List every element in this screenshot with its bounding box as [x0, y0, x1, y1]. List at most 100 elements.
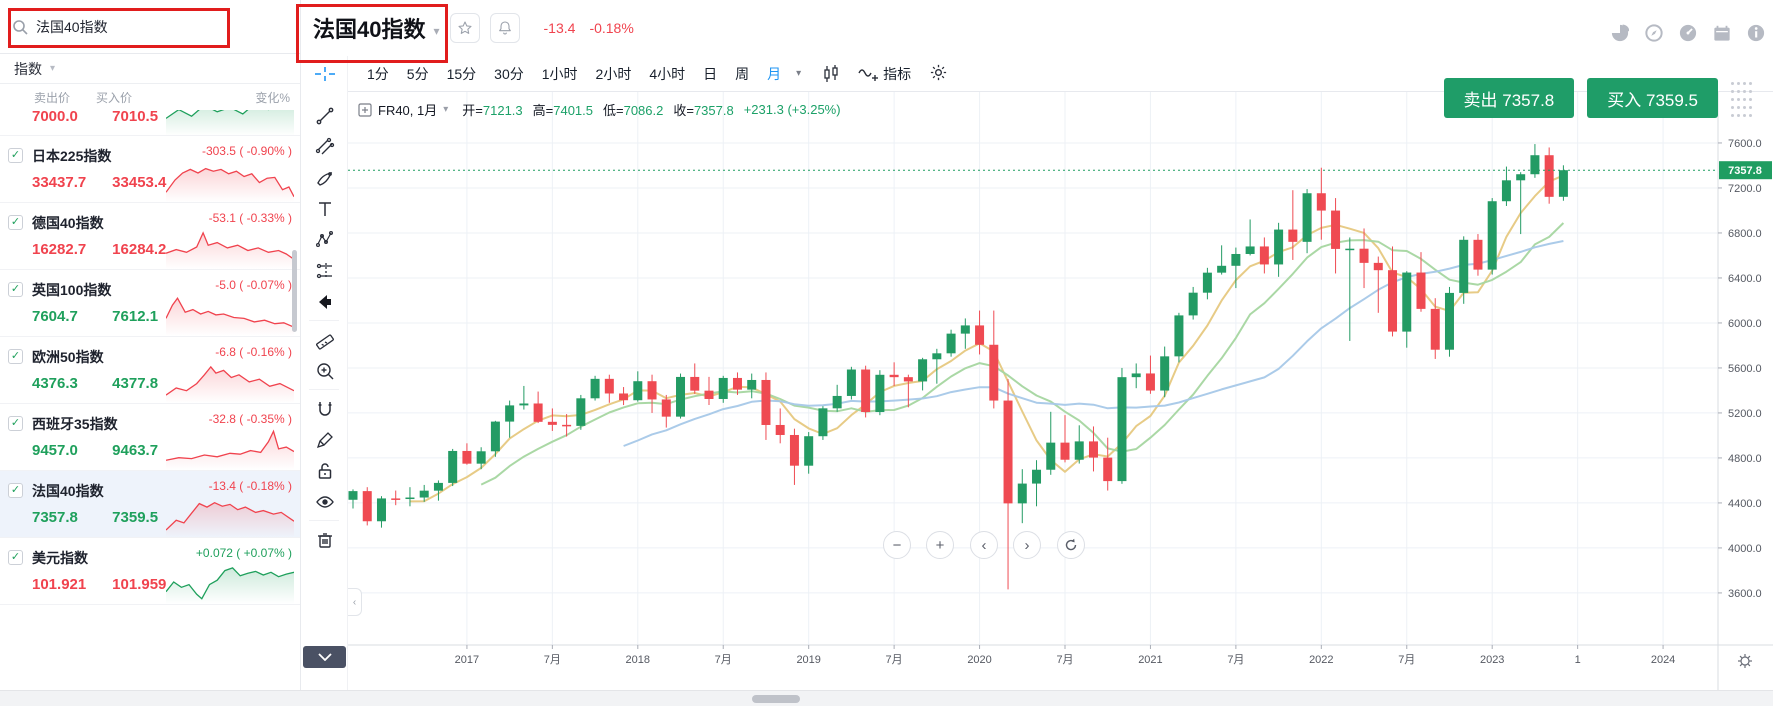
info-icon[interactable]: [1747, 24, 1765, 42]
sell-price[interactable]: 4376.3: [32, 375, 78, 392]
col-change: 变化%: [255, 90, 290, 105]
chevron-down-icon[interactable]: ▾: [443, 104, 449, 115]
lock-tool[interactable]: [301, 455, 348, 486]
svg-text:2022: 2022: [1309, 654, 1333, 666]
checkbox-checked[interactable]: ✓: [8, 148, 23, 163]
page-title: 法国40指数: [313, 17, 426, 42]
symbol-interval[interactable]: FR40, 1月: [378, 103, 438, 118]
scrollbar-thumb[interactable]: [752, 695, 800, 703]
sidebar-collapse-tab[interactable]: ‹: [348, 588, 362, 616]
candlestick-chart[interactable]: 7600.0 7200.0 6800.0 6400.0 6000.0 5600.0 5200…: [348, 92, 1773, 706]
sell-price[interactable]: 7357.8: [32, 509, 78, 526]
chevron-down-icon[interactable]: ▾: [796, 68, 802, 79]
alert-button[interactable]: [489, 13, 520, 43]
buy-price[interactable]: 9463.7: [112, 442, 159, 459]
checkbox-checked[interactable]: ✓: [8, 349, 23, 364]
sell-price[interactable]: 16282.7: [32, 241, 87, 258]
market-list-item[interactable]: ✓ 英国100指数 -5.0 ( -0.07% ) 7604.7 7612.1: [0, 270, 300, 337]
category-dropdown[interactable]: 指数 ▾: [0, 54, 300, 84]
favorite-button[interactable]: [449, 13, 480, 43]
search-input[interactable]: [36, 18, 236, 35]
reset-icon: [1065, 538, 1077, 551]
scroll-right-button[interactable]: ›: [1013, 531, 1041, 559]
sell-price[interactable]: 7604.7: [32, 308, 78, 325]
buy-price[interactable]: 7612.1: [112, 308, 159, 325]
market-list-item[interactable]: ✓ 日本225指数 -303.5 ( -0.90% ) 33437.7 3345…: [0, 136, 300, 203]
sell-price[interactable]: 9457.0: [32, 442, 78, 459]
timeframe-7[interactable]: 日: [703, 65, 718, 82]
timeframe-5[interactable]: 2小时: [595, 65, 632, 82]
buy-price[interactable]: 33453.4: [112, 174, 167, 191]
high-label: 高=: [532, 103, 554, 118]
checkbox-checked[interactable]: ✓: [8, 483, 23, 498]
market-list-item[interactable]: ✓ 7000.0 7010.5: [0, 110, 300, 135]
checkbox-checked[interactable]: ✓: [8, 550, 23, 565]
draw-lock-tool[interactable]: [301, 424, 348, 455]
checkbox-checked[interactable]: ✓: [8, 282, 23, 297]
market-list-item[interactable]: ✓ 西班牙35指数 -32.8 ( -0.35% ) 9457.0 9463.7: [0, 404, 300, 471]
timeframe-6[interactable]: 4小时: [649, 65, 686, 82]
low-value: 7086.2: [623, 103, 664, 118]
zoom-out-button[interactable]: −: [883, 531, 911, 559]
timeframe-9[interactable]: 月: [767, 65, 782, 82]
svg-text:2017: 2017: [455, 654, 479, 666]
buy-price[interactable]: 101.959: [112, 576, 167, 593]
magnet-tool[interactable]: [301, 393, 348, 424]
ruler-tool[interactable]: [301, 324, 348, 355]
calendar-icon[interactable]: [1713, 24, 1731, 42]
crosshair-tool[interactable]: [301, 56, 348, 92]
forecast-tool[interactable]: [301, 255, 348, 286]
zoom-in-button[interactable]: +: [926, 531, 954, 559]
header-change-pct: -0.18%: [589, 20, 634, 36]
buy-button[interactable]: 买入 7359.5: [1587, 78, 1718, 118]
sell-price[interactable]: 101.921: [32, 576, 87, 593]
compass-icon[interactable]: [1645, 24, 1663, 42]
brush-tool[interactable]: [301, 162, 348, 193]
channel-tool[interactable]: [301, 131, 348, 162]
sell-price[interactable]: 7000.0: [32, 110, 78, 125]
open-label: 开=: [462, 103, 483, 118]
chart-settings-button[interactable]: [929, 63, 948, 85]
zoom-in-tool[interactable]: [301, 355, 348, 386]
indicators-button[interactable]: 指标: [857, 64, 911, 84]
timeframe-3[interactable]: 30分: [494, 65, 524, 82]
xabcd-pattern-tool[interactable]: [301, 224, 348, 255]
pie-chart-icon[interactable]: [1611, 24, 1629, 42]
grid-plus-icon[interactable]: [358, 102, 372, 117]
reset-chart-button[interactable]: [1057, 531, 1085, 559]
scroll-left-button[interactable]: ‹: [970, 531, 998, 559]
svg-text:7月: 7月: [544, 654, 561, 666]
checkbox-checked[interactable]: ✓: [8, 416, 23, 431]
buy-price[interactable]: 4377.8: [112, 375, 159, 392]
market-list-item[interactable]: ✓ 法国40指数 -13.4 ( -0.18% ) 7357.8 7359.5: [0, 471, 300, 538]
market-list-item[interactable]: ✓ 德国40指数 -53.1 ( -0.33% ) 16282.7 16284.…: [0, 203, 300, 270]
sidebar-scrollbar[interactable]: [292, 250, 297, 332]
eye-tool[interactable]: [301, 486, 348, 517]
market-list-item[interactable]: ✓ 欧洲50指数 -6.8 ( -0.16% ) 4376.3 4377.8: [0, 337, 300, 404]
chevron-down-icon[interactable]: ▾: [433, 24, 440, 38]
sell-button[interactable]: 卖出 7357.8: [1443, 78, 1575, 118]
change-value: -6.8 ( -0.16% ): [215, 345, 292, 359]
sell-price[interactable]: 33437.7: [32, 174, 87, 191]
change-value: -53.1 ( -0.33% ): [208, 211, 292, 225]
trash-tool[interactable]: [301, 524, 348, 555]
market-list-item[interactable]: ✓ 美元指数 +0.072 ( +0.07% ) 101.921 101.959: [0, 538, 300, 605]
drag-handle[interactable]: [1731, 78, 1755, 122]
buy-price[interactable]: 7359.5: [112, 509, 159, 526]
trend-line-tool[interactable]: [301, 100, 348, 131]
text-tool[interactable]: [301, 193, 348, 224]
checkbox-checked[interactable]: ✓: [8, 215, 23, 230]
timeframe-2[interactable]: 15分: [446, 65, 477, 82]
chart-pane[interactable]: 7600.0 7200.0 6800.0 6400.0 6000.0 5600.0 5200…: [348, 92, 1773, 706]
toolbar-collapse-button[interactable]: [303, 646, 346, 668]
timeframe-0[interactable]: 1分: [367, 65, 389, 82]
arrow-left-tool[interactable]: [301, 286, 348, 317]
buy-price[interactable]: 16284.2: [112, 241, 167, 258]
timeframe-4[interactable]: 1小时: [541, 65, 578, 82]
timeframe-1[interactable]: 5分: [406, 65, 429, 82]
chart-style-button[interactable]: [821, 64, 841, 84]
gauge-icon[interactable]: [1679, 24, 1697, 42]
time-axis-settings-icon[interactable]: [1738, 654, 1752, 668]
buy-price[interactable]: 7010.5: [112, 110, 159, 125]
timeframe-8[interactable]: 周: [735, 65, 750, 82]
